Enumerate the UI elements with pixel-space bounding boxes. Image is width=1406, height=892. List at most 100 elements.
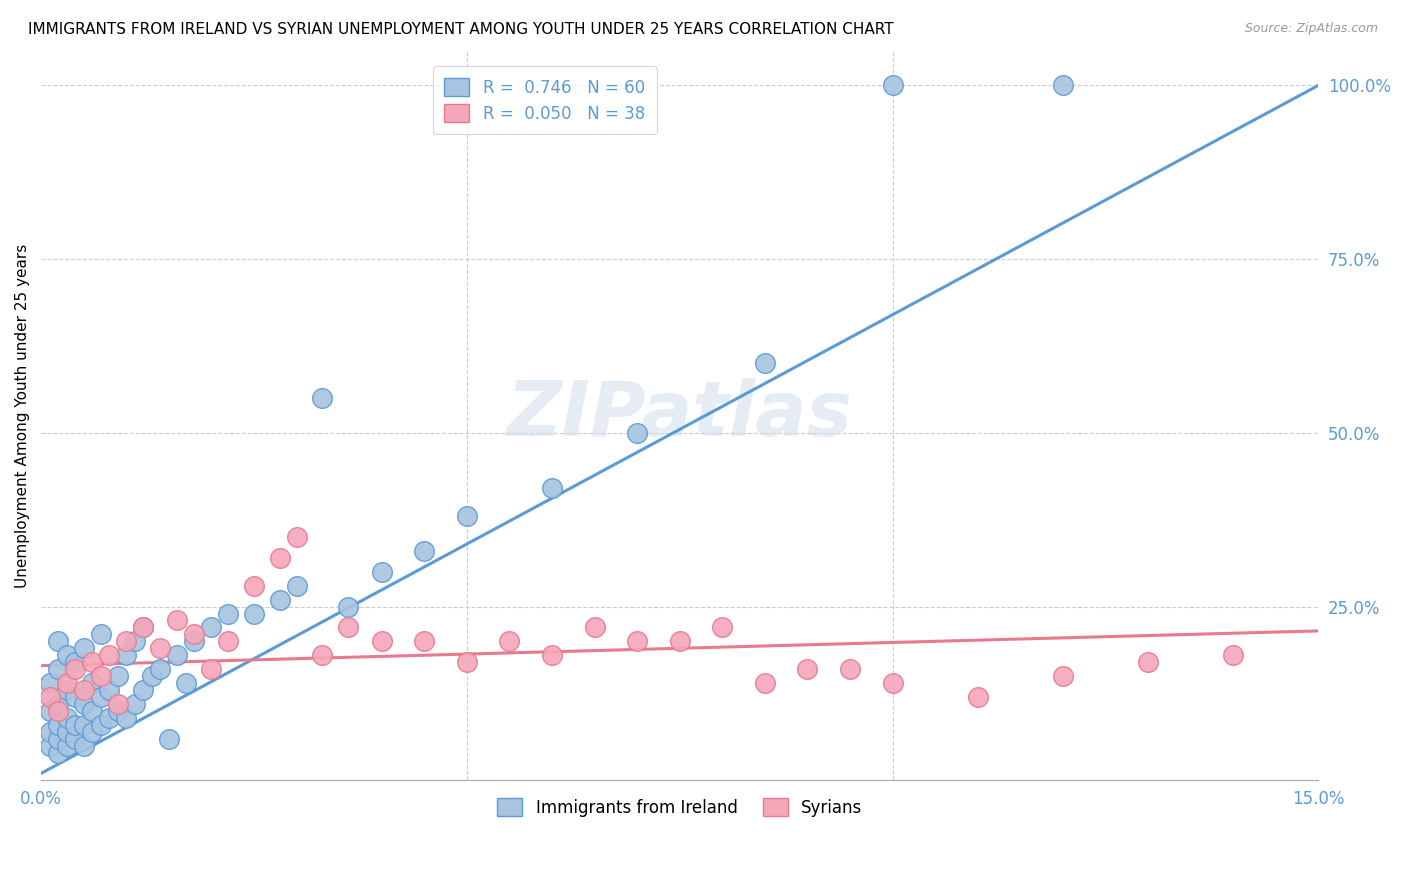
Point (796, 662, 818, 676)
Point (413, 634, 436, 648)
Point (626, 425, 648, 440)
Point (754, 676, 776, 690)
Point (200, 662, 222, 676)
Point (626, 634, 648, 648)
Y-axis label: Unemployment Among Youth under 25 years: Unemployment Among Youth under 25 years (15, 244, 30, 588)
Point (73, 739, 96, 753)
Point (285, 530, 308, 544)
Point (73, 641, 96, 656)
Point (149, 662, 172, 676)
Point (183, 627, 205, 641)
Point (839, 662, 862, 676)
Point (107, 697, 129, 711)
Point (541, 648, 564, 663)
Point (46, 731, 69, 746)
Point (711, 620, 734, 634)
Point (456, 655, 478, 669)
Point (336, 620, 359, 634)
Point (668, 634, 690, 648)
Point (107, 704, 129, 718)
Point (166, 648, 188, 663)
Point (98, 648, 121, 663)
Point (269, 592, 291, 607)
Point (38, 704, 60, 718)
Point (46, 704, 69, 718)
Point (115, 711, 138, 725)
Point (285, 579, 308, 593)
Point (882, 78, 904, 93)
Point (217, 634, 239, 648)
Point (63, 690, 86, 704)
Point (149, 641, 172, 656)
Point (456, 509, 478, 524)
Point (82, 704, 104, 718)
Point (73, 717, 96, 731)
Point (269, 550, 291, 565)
Point (183, 634, 205, 648)
Text: IMMIGRANTS FROM IRELAND VS SYRIAN UNEMPLOYMENT AMONG YOUTH UNDER 25 YEARS CORREL: IMMIGRANTS FROM IRELAND VS SYRIAN UNEMPL… (28, 22, 894, 37)
Point (38, 724, 60, 739)
Point (1052, 669, 1074, 683)
Point (46, 697, 69, 711)
Point (46, 717, 69, 731)
Point (124, 634, 146, 648)
Point (55, 648, 77, 663)
Point (583, 620, 606, 634)
Point (63, 655, 86, 669)
Point (63, 717, 86, 731)
Point (413, 544, 436, 558)
Point (132, 620, 155, 634)
Point (90, 690, 112, 704)
Point (90, 669, 112, 683)
Point (55, 724, 77, 739)
Point (82, 676, 104, 690)
Point (882, 676, 904, 690)
Point (55, 676, 77, 690)
Point (966, 690, 988, 704)
Point (1136, 655, 1159, 669)
Point (157, 731, 180, 746)
Point (1052, 78, 1074, 93)
Point (90, 717, 112, 731)
Point (107, 669, 129, 683)
Legend: Immigrants from Ireland, Syrians: Immigrants from Ireland, Syrians (488, 788, 872, 827)
Point (63, 731, 86, 746)
Point (174, 676, 197, 690)
Point (370, 565, 392, 579)
Point (46, 662, 69, 676)
Text: ZIPatlas: ZIPatlas (506, 378, 852, 452)
Point (46, 746, 69, 760)
Point (82, 655, 104, 669)
Point (55, 711, 77, 725)
Point (124, 697, 146, 711)
Point (90, 627, 112, 641)
Point (55, 683, 77, 698)
Point (38, 676, 60, 690)
Point (38, 739, 60, 753)
Point (141, 669, 163, 683)
Point (132, 683, 155, 698)
Point (115, 648, 138, 663)
Point (370, 634, 392, 648)
Point (200, 620, 222, 634)
Point (82, 724, 104, 739)
Point (754, 356, 776, 370)
Point (217, 607, 239, 621)
Point (63, 662, 86, 676)
Point (132, 620, 155, 634)
Point (498, 634, 520, 648)
Point (55, 739, 77, 753)
Point (98, 711, 121, 725)
Point (73, 683, 96, 698)
Point (541, 482, 564, 496)
Point (73, 697, 96, 711)
Point (243, 579, 266, 593)
Point (336, 599, 359, 614)
Point (1222, 648, 1244, 663)
Text: Source: ZipAtlas.com: Source: ZipAtlas.com (1244, 22, 1378, 36)
Point (166, 614, 188, 628)
Point (98, 683, 121, 698)
Point (243, 607, 266, 621)
Point (311, 391, 333, 405)
Point (115, 634, 138, 648)
